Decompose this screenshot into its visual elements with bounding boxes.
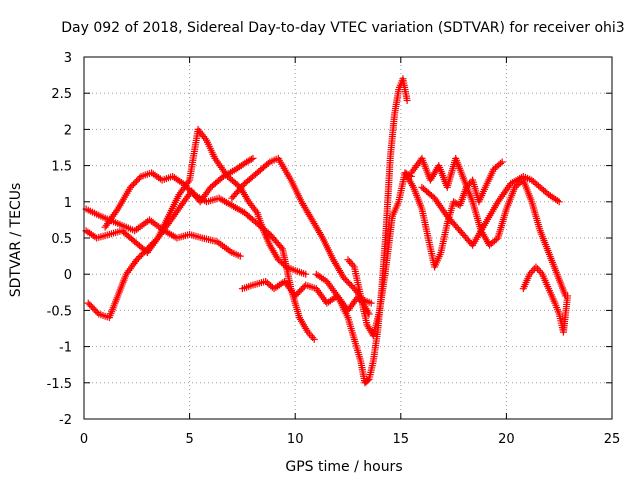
chart-title: Day 092 of 2018, Sidereal Day-to-day VTE… <box>61 20 624 36</box>
data-point <box>185 186 193 194</box>
data-point <box>126 183 134 191</box>
data-point <box>277 243 285 251</box>
data-point <box>133 256 141 264</box>
data-point <box>367 299 375 307</box>
series-sat-h <box>344 169 415 340</box>
x-tick-label: 25 <box>604 432 621 447</box>
data-point <box>344 278 352 286</box>
data-point <box>297 286 305 294</box>
data-point <box>136 253 144 261</box>
data-point <box>346 258 354 266</box>
data-point <box>249 154 257 162</box>
data-point <box>132 177 140 185</box>
data-point <box>310 335 318 343</box>
y-tick-label: -1.5 <box>47 377 72 392</box>
data-point <box>131 179 139 187</box>
x-tick-labels: 0 5 10 15 20 25 <box>80 432 620 447</box>
data-point <box>187 187 195 195</box>
data-point <box>129 180 137 188</box>
data-point <box>307 332 315 340</box>
data-point <box>344 256 352 264</box>
series-sat-k <box>418 172 563 249</box>
data-point <box>247 155 255 163</box>
data-point <box>86 301 94 309</box>
data-point <box>340 274 348 282</box>
data-point <box>92 307 100 315</box>
data-point <box>264 229 272 237</box>
data-point <box>90 305 98 313</box>
y-tick-label: 0 <box>64 268 72 283</box>
data-point <box>137 251 145 259</box>
data-point <box>564 292 572 300</box>
grid <box>84 57 612 419</box>
y-tick-label: -0.5 <box>47 304 72 319</box>
data-point <box>293 290 301 298</box>
y-tick-label: 3 <box>64 51 72 66</box>
data-point <box>87 302 95 310</box>
data-point <box>236 252 244 260</box>
data-point <box>309 334 317 342</box>
x-tick-label: 10 <box>287 432 304 447</box>
data-point <box>341 275 349 283</box>
data-point <box>534 265 542 273</box>
data-point <box>498 158 506 166</box>
data-point <box>128 182 136 190</box>
data-point <box>239 181 247 189</box>
data-point <box>343 277 351 285</box>
y-axis-title: SDTVAR / TECUs <box>8 183 24 298</box>
data-point <box>347 282 355 290</box>
x-tick-label: 0 <box>80 432 88 447</box>
data-point <box>302 270 310 278</box>
data-point <box>181 181 189 189</box>
data-point <box>134 254 142 262</box>
y-tick-label: 2 <box>64 123 72 138</box>
series-sat-j <box>407 154 570 300</box>
y-tick-label: 2.5 <box>51 87 72 102</box>
data-point <box>291 292 299 300</box>
series-sat-d <box>101 169 318 343</box>
data-point <box>184 184 192 192</box>
data-point <box>555 198 563 206</box>
plot-frame <box>83 56 613 420</box>
data-point <box>496 159 504 167</box>
x-tick-label: 15 <box>393 432 410 447</box>
y-tick-label: -1 <box>59 341 72 356</box>
series-sat-e <box>228 154 375 307</box>
y-tick-label: 1.5 <box>51 160 72 175</box>
data-point <box>294 289 302 297</box>
series-sat-g <box>312 75 411 387</box>
data-point <box>535 267 543 275</box>
x-tick-label: 20 <box>498 432 515 447</box>
series-sat-l <box>519 263 572 336</box>
data-point <box>492 235 500 243</box>
data-point <box>529 267 537 275</box>
data-point <box>93 308 101 316</box>
data-point <box>403 96 411 104</box>
y-tick-label: 0.5 <box>51 232 72 247</box>
data-point <box>532 263 540 271</box>
data-series <box>82 75 572 387</box>
y-tick-labels: -2 -1.5 -1 -0.5 0 0.5 1 1.5 2 2.5 3 <box>47 51 72 428</box>
y-tick-label: 1 <box>64 196 72 211</box>
data-point <box>89 304 97 312</box>
x-tick-label: 5 <box>185 432 193 447</box>
data-point <box>299 284 307 292</box>
data-point <box>134 176 142 184</box>
data-point <box>179 180 187 188</box>
data-point <box>264 159 272 167</box>
data-point <box>84 299 92 307</box>
data-point <box>346 280 354 288</box>
data-point <box>296 287 304 295</box>
data-point <box>182 183 190 191</box>
y-tick-label: -2 <box>59 413 72 428</box>
data-point <box>136 174 144 182</box>
data-point <box>347 259 355 267</box>
x-axis-title: GPS time / hours <box>285 459 402 475</box>
data-point <box>364 376 372 384</box>
series-sat-i <box>401 158 506 271</box>
